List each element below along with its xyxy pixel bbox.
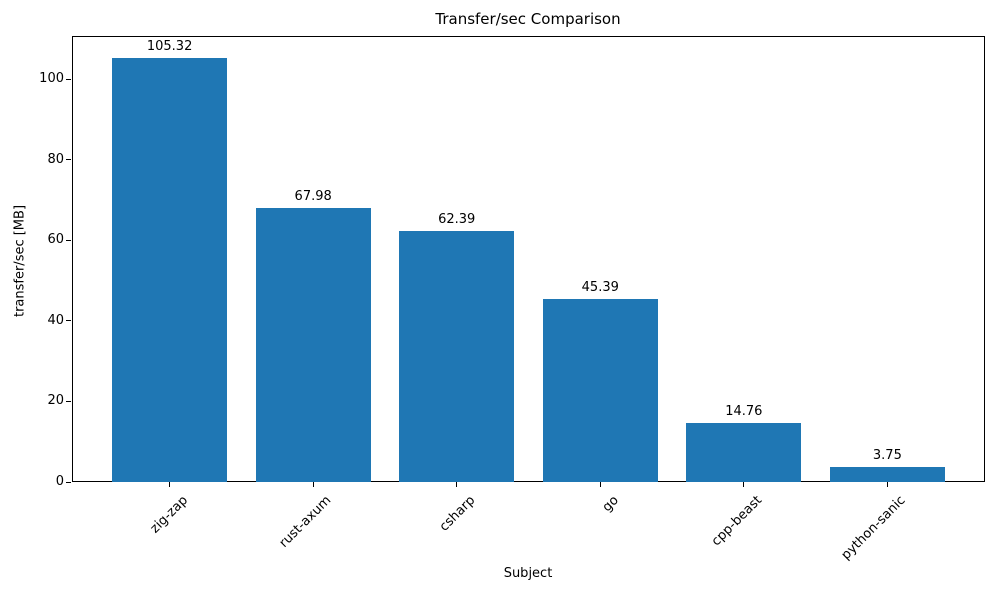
bar [255, 208, 371, 482]
x-tick-mark [599, 482, 601, 487]
y-tick-label: 40 [47, 312, 64, 328]
bar [112, 57, 228, 482]
y-tick-label: 20 [47, 393, 64, 409]
x-tick-label: csharp [436, 493, 479, 535]
bar-value-label: 67.98 [294, 189, 332, 205]
bar-value-label: 45.39 [581, 280, 619, 296]
bar-value-label: 62.39 [438, 211, 476, 227]
y-tick-mark [66, 400, 71, 402]
y-axis-label: transfer/sec [MB] [12, 204, 28, 318]
bar-value-label: 3.75 [872, 447, 902, 463]
x-tick-mark [743, 482, 745, 487]
y-tick-mark [66, 481, 71, 483]
y-tick-label: 0 [55, 474, 64, 489]
x-tick-mark [456, 482, 458, 487]
y-tick-mark [66, 78, 71, 80]
x-tick-label: cpp-beast [709, 493, 766, 550]
x-tick-label: go [599, 493, 622, 516]
x-tick-mark [886, 482, 888, 487]
x-tick-mark [169, 482, 171, 487]
y-tick-label: 80 [47, 151, 64, 167]
bar [542, 299, 658, 482]
x-axis-label: Subject [503, 566, 553, 581]
x-tick-label: rust-axum [276, 493, 335, 551]
x-tick-label: zig-zap [147, 493, 192, 537]
bar [686, 422, 802, 482]
y-tick-mark [66, 320, 71, 322]
bar [399, 230, 515, 482]
y-tick-mark [66, 239, 71, 241]
chart-title: Transfer/sec Comparison [435, 10, 621, 28]
y-tick-mark [66, 159, 71, 161]
bar-value-label: 14.76 [725, 403, 763, 419]
bar [829, 466, 945, 482]
bar-value-label: 105.32 [146, 38, 193, 54]
x-tick-mark [312, 482, 314, 487]
y-tick-label: 60 [47, 232, 64, 248]
y-tick-label: 100 [39, 71, 64, 87]
x-tick-label: python-sanic [839, 493, 909, 563]
